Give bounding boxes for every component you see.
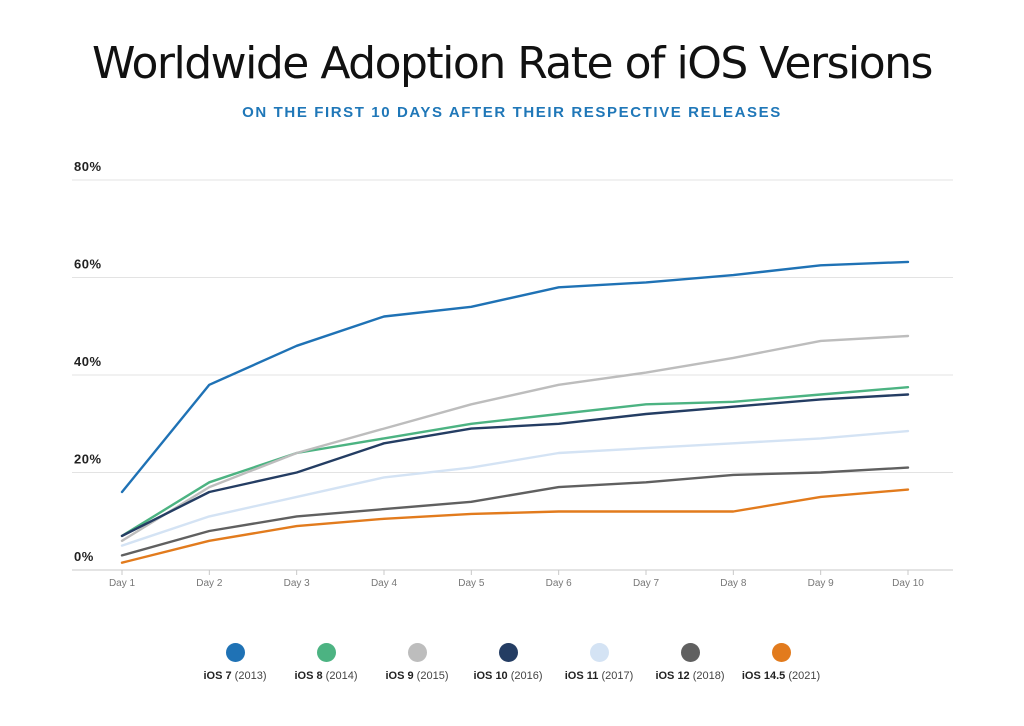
legend-series-year: (2018) — [689, 670, 725, 682]
y-tick-label: 40% — [74, 354, 102, 369]
legend-item: iOS 9 (2015) — [372, 643, 462, 682]
legend-swatch — [771, 643, 791, 662]
series-line-ios-10 — [120, 393, 910, 538]
legend-series-name: iOS 14.5 — [741, 670, 786, 682]
legend-label: iOS 14.5 (2021) — [736, 670, 826, 682]
legend-label: iOS 12 (2018) — [645, 670, 735, 682]
legend-swatch — [225, 643, 245, 662]
legend-item: iOS 12 (2018) — [645, 643, 735, 682]
series-line-ios-11 — [120, 429, 910, 547]
series-line-ios-7 — [120, 260, 910, 494]
x-tick-label: Day 1 — [109, 578, 136, 589]
chart-title: Worldwide Adoption Rate of iOS Versions — [92, 38, 933, 89]
legend-swatch — [407, 643, 427, 662]
legend-series-year: (2021) — [785, 670, 821, 682]
legend-label: iOS 8 (2014) — [281, 670, 371, 682]
line-chart: 0% 20% 40% 60% 80% Day 1 Day 2 Day 3 Day 4 Day 5 D… — [72, 159, 953, 589]
chart-subtitle: ON THE FIRST 10 DAYS AFTER THEIR RESPECT… — [242, 104, 782, 121]
legend-series-name: iOS 8 — [294, 670, 323, 682]
legend-series-name: iOS 10 — [473, 670, 508, 682]
legend-swatch — [589, 643, 609, 662]
series-line-ios-8 — [120, 386, 910, 538]
legend-series-year: (2017) — [598, 670, 634, 682]
legend-item: iOS 10 (2016) — [463, 643, 553, 682]
x-tick-label: Day 3 — [284, 578, 311, 589]
x-tick-label: Day 10 — [892, 578, 924, 589]
legend-label: iOS 9 (2015) — [372, 670, 462, 682]
chart-legend: iOS 7 (2013) iOS 8 (2014) iOS 9 (2015) iOS … — [190, 643, 850, 693]
y-tick-label: 60% — [74, 257, 102, 272]
x-tick-label: Day 8 — [720, 578, 747, 589]
legend-series-name: iOS 9 — [385, 670, 414, 682]
x-tick-label: Day 7 — [633, 578, 660, 589]
series-line-ios-14-5 — [120, 488, 910, 564]
legend-swatch — [316, 643, 336, 662]
legend-series-year: (2016) — [507, 670, 543, 682]
legend-item: iOS 8 (2014) — [281, 643, 371, 682]
x-tick-label: Day 5 — [458, 578, 485, 589]
legend-label: iOS 7 (2013) — [190, 670, 280, 682]
legend-label: iOS 11 (2017) — [554, 670, 644, 682]
legend-item: iOS 14.5 (2021) — [736, 643, 826, 682]
y-tick-label: 20% — [74, 452, 102, 467]
x-tick-label: Day 2 — [196, 578, 223, 589]
series-line-ios-12 — [120, 466, 910, 557]
legend-series-name: iOS 7 — [203, 670, 232, 682]
legend-swatch — [680, 643, 700, 662]
legend-item: iOS 11 (2017) — [554, 643, 644, 682]
legend-series-year: (2015) — [413, 670, 449, 682]
x-tick-label: Day 9 — [808, 578, 835, 589]
x-tick-label: Day 6 — [546, 578, 573, 589]
legend-series-name: iOS 12 — [655, 670, 690, 682]
x-tick-label: Day 4 — [371, 578, 398, 589]
legend-label: iOS 10 (2016) — [463, 670, 553, 682]
legend-series-year: (2013) — [231, 670, 267, 682]
y-tick-label: 80% — [74, 159, 102, 174]
legend-swatch — [498, 643, 518, 662]
legend-item: iOS 7 (2013) — [190, 643, 280, 682]
legend-series-year: (2014) — [322, 670, 358, 682]
legend-series-name: iOS 11 — [564, 670, 599, 682]
y-tick-label: 0% — [74, 549, 94, 564]
series-line-ios-9 — [120, 334, 910, 542]
